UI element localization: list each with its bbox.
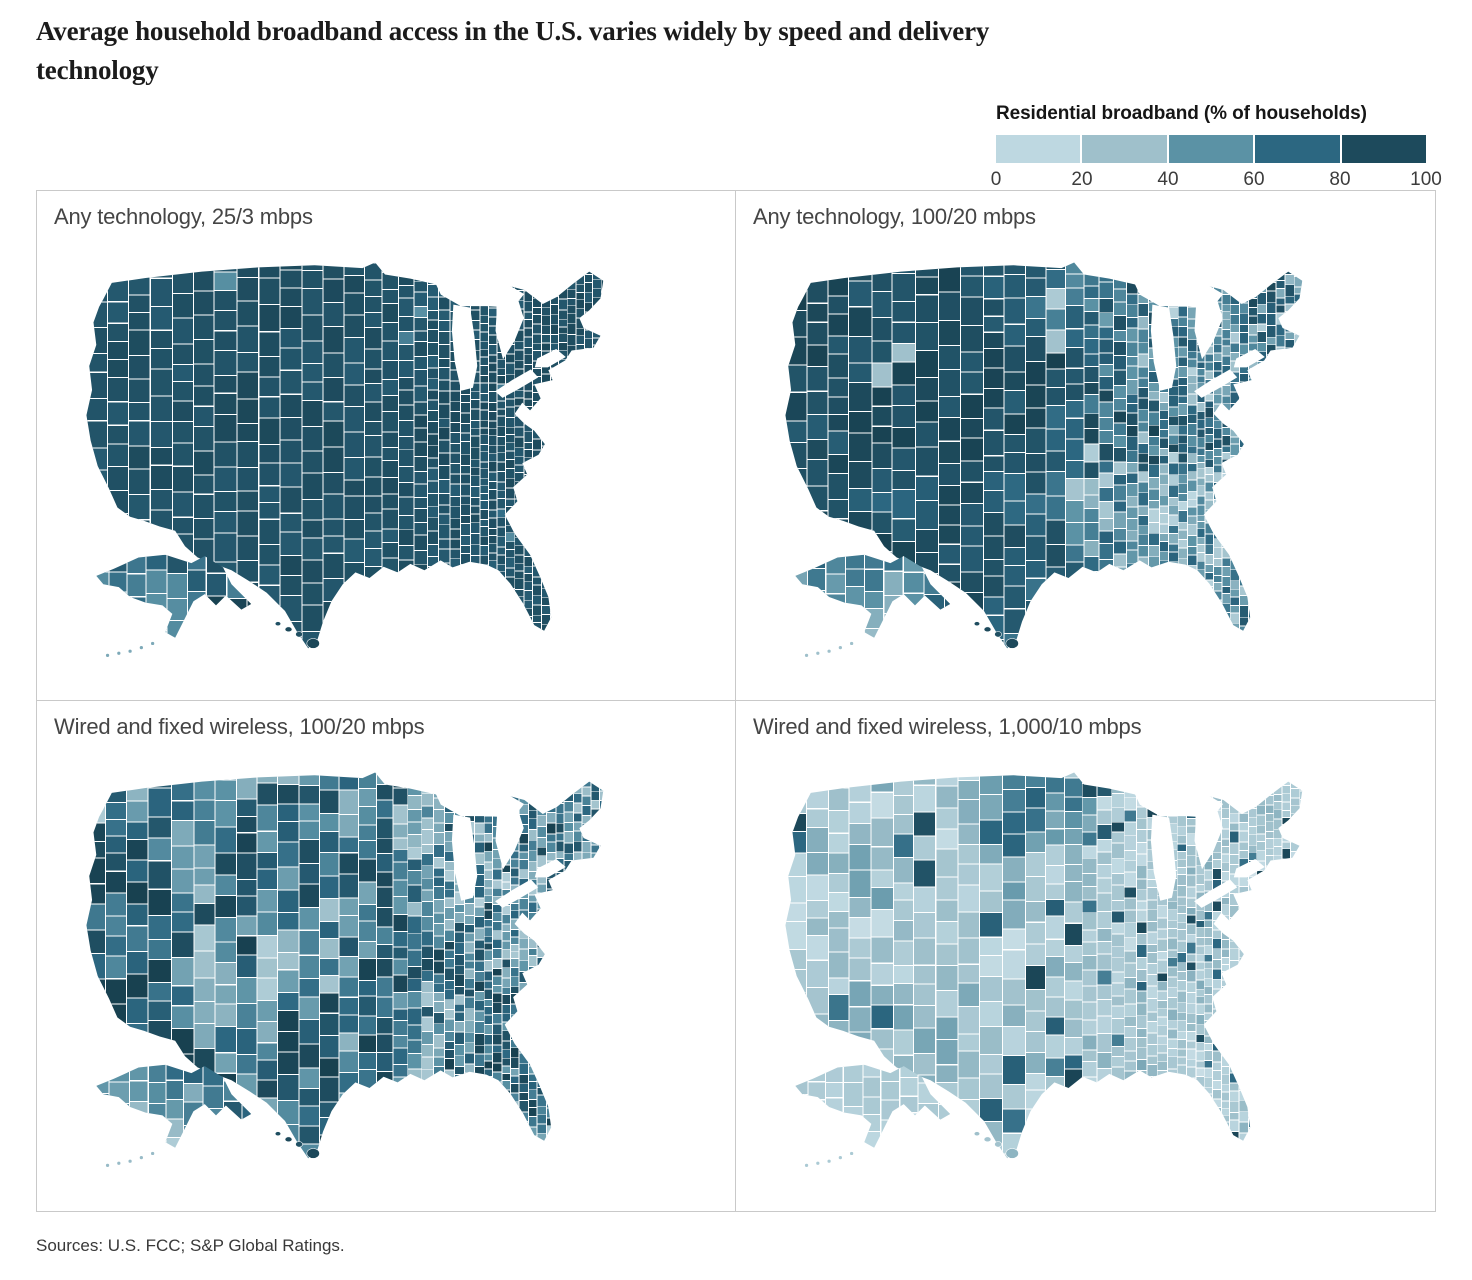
source-text: Sources: U.S. FCC; S&P Global Ratings. [36, 1236, 345, 1255]
legend-tick-label: 0 [990, 169, 1002, 190]
panel-any-technology-100-20: Any technology, 100/20 mbps [736, 191, 1435, 701]
us-county-choropleth-map-1 [86, 262, 604, 658]
panel-wired-fixed-wireless-100-20: Wired and fixed wireless, 100/20 mbps [37, 701, 736, 1211]
panel-title: Any technology, 100/20 mbps [753, 204, 1036, 229]
legend-tick-label: 60 [1243, 169, 1265, 190]
panel-grid: Any technology, 25/3 mbps Any technology… [36, 190, 1436, 1212]
color-legend: Residential broadband (% of households) … [991, 103, 1442, 191]
panel-wired-fixed-wireless-1000-10: Wired and fixed wireless, 1,000/10 mbps [736, 701, 1435, 1211]
panel-any-technology-25-3: Any technology, 25/3 mbps [37, 191, 736, 701]
legend-segment [1341, 135, 1427, 163]
legend-segment [1255, 135, 1340, 163]
legend-tick-label: 80 [1329, 169, 1351, 190]
legend-tick-label: 20 [1071, 169, 1093, 190]
legend-color-ramp [996, 135, 1427, 163]
legend-tick-label: 100 [1410, 169, 1442, 190]
us-county-choropleth-map-3 [86, 772, 604, 1168]
panel-title: Any technology, 25/3 mbps [54, 204, 313, 229]
us-county-choropleth-map-2 [785, 262, 1303, 658]
page-title: Average household broadband access in th… [36, 16, 990, 86]
legend-tick-label: 40 [1157, 169, 1179, 190]
legend-title: Residential broadband (% of households) [996, 103, 1367, 124]
panel-title: Wired and fixed wireless, 1,000/10 mbps [753, 714, 1142, 739]
legend-tick-labels: 0 20 40 60 80 100 [991, 167, 1442, 191]
legend-segment [996, 135, 1081, 163]
panel-title: Wired and fixed wireless, 100/20 mbps [54, 714, 425, 739]
legend-segment [1082, 135, 1167, 163]
legend-segment [1168, 135, 1254, 163]
us-county-choropleth-map-4 [785, 772, 1303, 1168]
